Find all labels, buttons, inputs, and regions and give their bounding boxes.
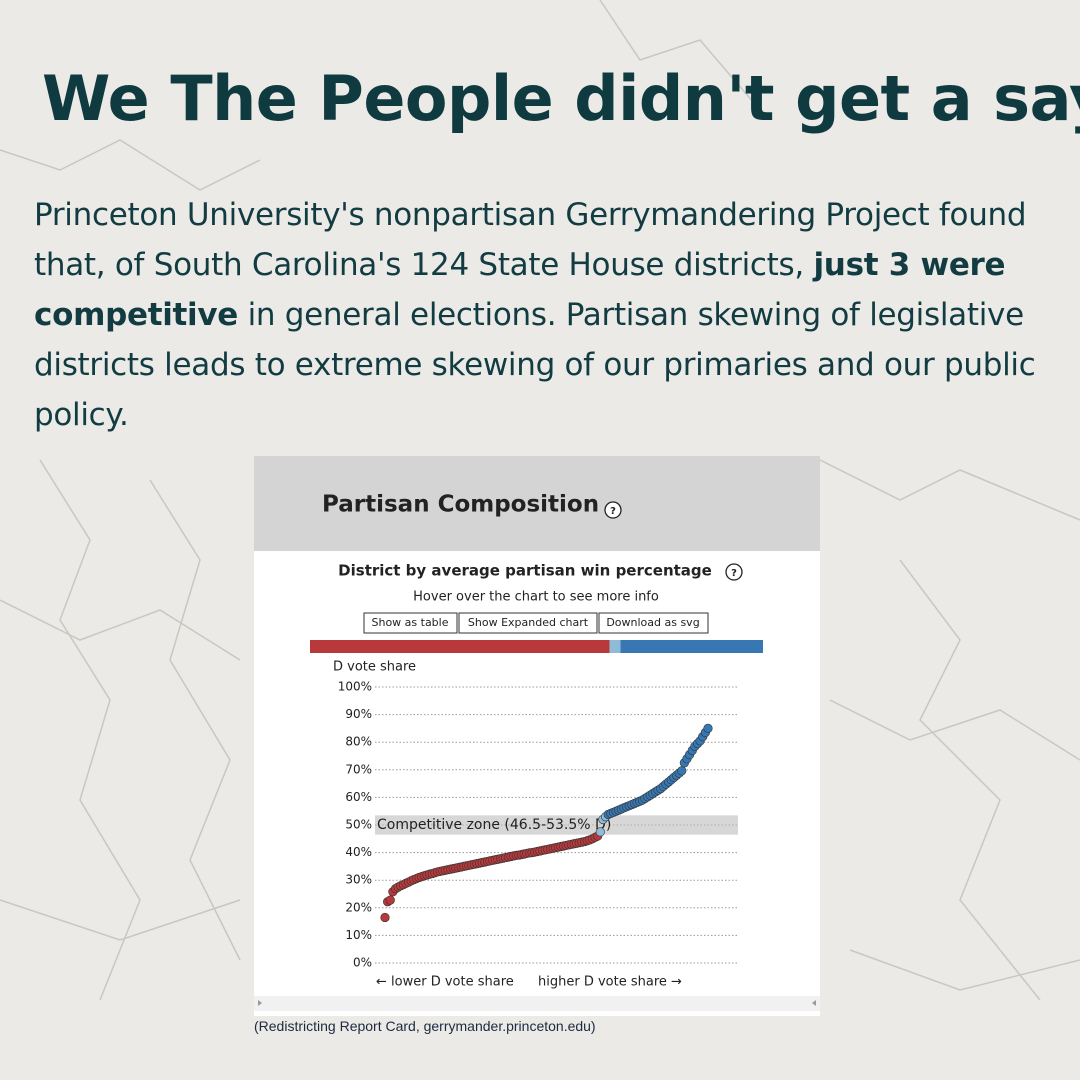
y-tick-label: 10% bbox=[345, 928, 372, 942]
panel-header bbox=[254, 456, 820, 551]
y-axis-label: D vote share bbox=[333, 660, 416, 675]
district-point bbox=[380, 912, 390, 923]
district-point bbox=[703, 723, 713, 734]
bold-text: just 3 were competitive bbox=[34, 247, 1006, 333]
y-tick-label: 90% bbox=[345, 707, 372, 721]
y-tick-label: 30% bbox=[345, 873, 372, 887]
text: Princeton University's nonpartisan Gerry… bbox=[34, 197, 1027, 283]
y-tick-label: 40% bbox=[345, 845, 372, 859]
y-tick-label: 20% bbox=[345, 900, 372, 914]
y-tick-label: 80% bbox=[345, 735, 372, 749]
chart-subtitle: Hover over the chart to see more info bbox=[413, 590, 659, 605]
headline: We The People didn't get a say. bbox=[42, 62, 1080, 135]
composition-segment bbox=[310, 640, 610, 653]
button-label: Download as svg bbox=[606, 616, 699, 629]
y-tick-label: 100% bbox=[338, 680, 372, 694]
x-axis-label: ← lower D vote share bbox=[376, 975, 514, 990]
district-point bbox=[385, 895, 395, 905]
caption: (Redistricting Report Card, gerrymander.… bbox=[254, 1018, 596, 1034]
y-tick-label: 50% bbox=[345, 818, 372, 832]
y-tick-label: 70% bbox=[345, 762, 372, 776]
help-icon[interactable] bbox=[604, 501, 622, 519]
button[interactable] bbox=[363, 612, 458, 634]
help-icon[interactable] bbox=[725, 563, 743, 581]
composition-segment bbox=[609, 640, 621, 653]
y-tick-label: 60% bbox=[345, 790, 372, 804]
button-label: Show Expanded chart bbox=[468, 616, 589, 629]
y-tick-label: 0% bbox=[353, 956, 372, 970]
chart-title: District by average partisan win percent… bbox=[338, 562, 712, 580]
button[interactable] bbox=[458, 612, 598, 634]
competitive-zone bbox=[375, 815, 738, 835]
panel-title: Partisan Composition bbox=[322, 492, 599, 518]
text: in general elections. Partisan skewing o… bbox=[34, 297, 1036, 433]
zone-label: Competitive zone (46.5-53.5% D) bbox=[377, 817, 611, 833]
composition-segment bbox=[620, 640, 763, 653]
district-point bbox=[595, 827, 605, 837]
button-label: Show as table bbox=[371, 616, 448, 629]
button[interactable] bbox=[598, 612, 709, 634]
body-text: Princeton University's nonpartisan Gerry… bbox=[34, 190, 1044, 440]
help-icon-text: ? bbox=[731, 568, 737, 579]
district-point bbox=[677, 766, 687, 776]
help-icon-text: ? bbox=[610, 506, 616, 517]
scrollbar[interactable] bbox=[254, 996, 820, 1011]
x-axis-label: higher D vote share → bbox=[538, 975, 682, 990]
